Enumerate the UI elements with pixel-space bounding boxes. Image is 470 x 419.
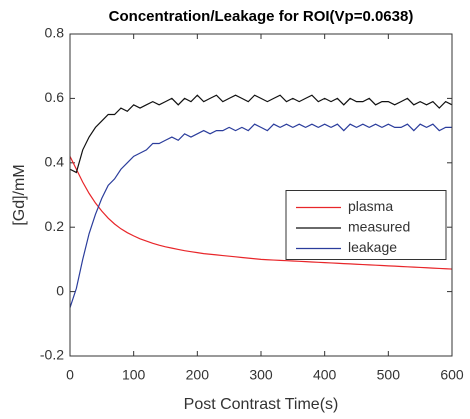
- x-axis-label: Post Contrast Time(s): [184, 396, 339, 413]
- x-tick-label: 600: [440, 367, 464, 383]
- legend-box: [285, 190, 447, 260]
- y-tick-label: 0.2: [45, 218, 65, 234]
- legend: plasma measured leakage: [285, 190, 447, 260]
- series-line: [69, 94, 453, 174]
- y-tick-label: 0.6: [45, 89, 65, 105]
- y-tick-label: 0: [56, 282, 64, 298]
- x-tick-label: 500: [377, 367, 401, 383]
- series-line: [69, 123, 452, 308]
- x-tick-label: 0: [66, 367, 74, 383]
- y-tick-label: -0.2: [40, 347, 64, 363]
- chart-title: Concentration/Leakage for ROI(Vp=0.0638): [109, 8, 414, 25]
- series-line: [69, 156, 453, 270]
- x-tick-label: 400: [313, 367, 337, 383]
- legend-label: measured: [348, 219, 410, 235]
- legend-label: plasma: [348, 198, 393, 214]
- y-axis-label: [Gd]/mM: [11, 164, 28, 225]
- x-tick-label: 100: [122, 367, 146, 383]
- y-tick-label: 0.8: [45, 25, 65, 41]
- y-tick-label: 0.4: [45, 154, 65, 170]
- axes-box: [69, 33, 453, 357]
- x-tick-label: 300: [249, 367, 273, 383]
- x-tick-label: 200: [186, 367, 210, 383]
- legend-label: leakage: [348, 239, 397, 255]
